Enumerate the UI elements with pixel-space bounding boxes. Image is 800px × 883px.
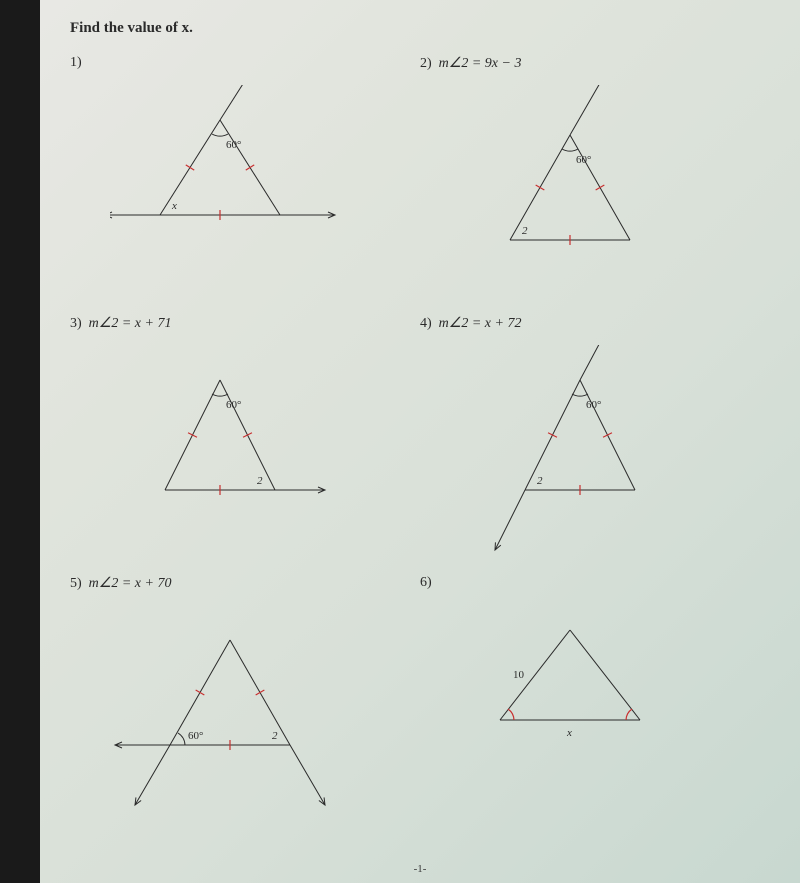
problem-label: 1) [70, 55, 420, 71]
svg-text:10: 10 [513, 669, 525, 681]
svg-text:60°: 60° [226, 399, 241, 411]
problem-label: 4) m∠2 = x + 72 [420, 315, 770, 332]
svg-text:x: x [566, 727, 572, 739]
problem-6: 6) x 10 [420, 575, 770, 815]
problem-label: 3) m∠2 = x + 71 [70, 315, 420, 332]
problem-grid: 1) 60° x 2) m∠2 = 9x − 3 60° 2 3) m∠2 = x … [70, 55, 770, 815]
problem-figure: 60° x [110, 85, 370, 305]
svg-text:60°: 60° [586, 399, 601, 411]
svg-text:2: 2 [522, 225, 528, 237]
problem-2: 2) m∠2 = 9x − 3 60° 2 [420, 55, 770, 315]
problem-label: 6) [420, 575, 770, 591]
worksheet-sheet: Find the value of x. 1) 60° x 2) m∠2 = 9x… [40, 0, 800, 883]
worksheet-title: Find the value of x. [70, 20, 770, 37]
problem-label: 5) m∠2 = x + 70 [70, 575, 420, 592]
problem-figure: 60° 2 [460, 345, 720, 565]
page-footer: -1- [414, 863, 427, 875]
svg-text:2: 2 [272, 730, 278, 742]
svg-text:2: 2 [257, 475, 263, 487]
problem-1: 1) 60° x [70, 55, 420, 315]
problem-figure: x 10 [460, 605, 720, 825]
svg-text:2: 2 [537, 475, 543, 487]
svg-text:60°: 60° [576, 154, 591, 166]
problem-label: 2) m∠2 = 9x − 3 [420, 55, 770, 72]
problem-4: 4) m∠2 = x + 72 60° 2 [420, 315, 770, 575]
problem-figure: 60° 2 [110, 605, 370, 825]
svg-text:60°: 60° [188, 730, 203, 742]
problem-5: 5) m∠2 = x + 70 60° 2 [70, 575, 420, 815]
svg-text:60°: 60° [226, 139, 241, 151]
problem-figure: 60° 2 [110, 345, 370, 565]
problem-figure: 60° 2 [460, 85, 720, 305]
problem-3: 3) m∠2 = x + 71 60° 2 [70, 315, 420, 575]
svg-text:x: x [171, 200, 177, 212]
